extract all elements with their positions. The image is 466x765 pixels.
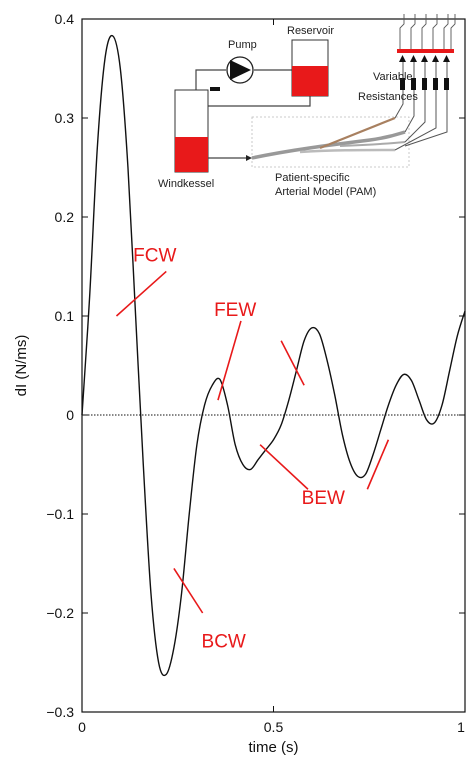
reservoir-label: Reservoir	[287, 25, 334, 37]
windkessel-fluid	[175, 137, 208, 172]
inset-schematic: Pump Reservoir Windkessel Patient-specif…	[158, 14, 456, 198]
pam-label-line1: Patient-specific	[275, 172, 350, 184]
pump-arrow-icon	[230, 60, 251, 80]
arterial-vessel-main	[251, 130, 406, 160]
wave-annotation-label: BEW	[302, 488, 345, 509]
reservoir-fluid	[292, 66, 328, 96]
windkessel-label: Windkessel	[158, 178, 214, 190]
wave-annotation-label: BCW	[202, 632, 246, 653]
y-tick-label: 0	[66, 407, 74, 423]
collection-tubes	[399, 14, 456, 49]
annotation-pointer-line	[115, 270, 167, 317]
y-tick-label: 0.1	[55, 308, 75, 324]
annotation-pointer-line	[217, 320, 242, 401]
resistances-label-line1: Variable	[373, 71, 413, 83]
series-line	[81, 34, 466, 677]
annotation-layer: FCW FEW BEW BCW	[115, 246, 390, 653]
y-tick-label: −0.3	[46, 704, 74, 720]
annotation-pointer-line	[173, 568, 204, 614]
resistance-blocks	[400, 78, 449, 90]
pump-tube	[195, 69, 226, 90]
valve-block	[210, 87, 220, 91]
collection-bar	[397, 49, 454, 53]
x-tick-label: 0.5	[264, 719, 284, 735]
plot-frame	[81, 18, 466, 713]
wave-annotation-label: FEW	[214, 300, 256, 321]
arterial-vessel-branch-3	[339, 141, 406, 147]
resistance-arrows	[399, 55, 450, 62]
pam-region-outline	[251, 116, 410, 168]
wave-annotation-label: FCW	[133, 246, 176, 267]
model-outlet-tubes	[394, 60, 448, 151]
annotation-pointer-line	[259, 444, 309, 490]
y-axis-title: dI (N/ms)	[13, 335, 30, 397]
pump-label: Pump	[228, 39, 257, 51]
annotation-pointer-line	[366, 439, 390, 490]
x-tick-label: 0	[78, 719, 86, 735]
y-tick-label: −0.2	[46, 605, 74, 621]
y-tick-label: 0.2	[55, 209, 75, 225]
arterial-vessel-branch-1	[319, 116, 396, 150]
arterial-vessel-branch-2	[299, 148, 396, 154]
x-axis-title: time (s)	[249, 739, 299, 756]
ticks: −0.3 −0.2 −0.1 0 0.1 0.2 0.3 0.4 0 0.5 1	[46, 11, 466, 735]
pam-label-line2: Arterial Model (PAM)	[275, 186, 376, 198]
annotation-pointer-line	[280, 340, 305, 386]
series-layer	[81, 34, 466, 677]
resistances-label-line2: Resistances	[358, 91, 418, 103]
outlet-arrow-icon	[246, 155, 252, 161]
y-tick-label: 0.4	[55, 11, 75, 27]
y-tick-label: 0.3	[55, 110, 75, 126]
y-tick-label: −0.1	[46, 506, 74, 522]
x-tick-label: 1	[457, 719, 465, 735]
